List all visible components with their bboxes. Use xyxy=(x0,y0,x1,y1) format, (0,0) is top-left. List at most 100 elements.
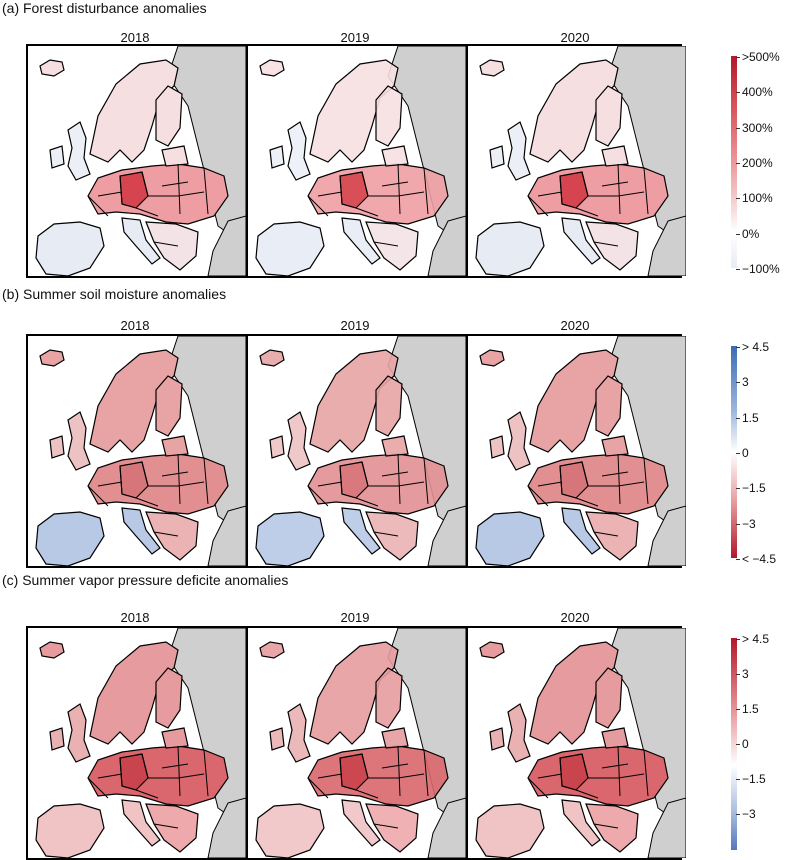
non-study-land xyxy=(427,505,466,566)
country-border xyxy=(339,175,343,205)
country-border xyxy=(203,457,209,505)
region-ireland xyxy=(49,145,65,169)
map-row-c xyxy=(26,626,686,860)
map-a-2019 xyxy=(248,46,466,276)
country-border xyxy=(381,471,409,477)
region-iberia xyxy=(35,803,105,858)
region-italy xyxy=(121,507,161,555)
colorbar-tick: −3 xyxy=(736,807,756,822)
map-c-2019 xyxy=(248,628,466,858)
country-border xyxy=(317,191,343,197)
region-balkan xyxy=(365,511,419,561)
country-border xyxy=(141,753,149,779)
map-separator xyxy=(466,628,468,858)
region-baltic xyxy=(161,435,189,457)
country-border xyxy=(203,167,209,215)
region-finland xyxy=(375,667,403,729)
region-italy xyxy=(341,217,381,265)
country-border xyxy=(368,191,425,197)
colorbar-tick: 0 xyxy=(736,737,749,752)
region-iceland xyxy=(479,349,505,367)
region-italy xyxy=(561,217,601,265)
region-iceland xyxy=(479,641,505,659)
region-balkan xyxy=(585,803,639,853)
colorbar-tick: 3 xyxy=(736,375,749,390)
map-row-b xyxy=(26,334,686,568)
country-border xyxy=(161,181,189,187)
colorbar-tick: > 4.5 xyxy=(735,340,770,354)
country-border xyxy=(575,497,599,507)
country-border xyxy=(87,485,109,507)
map-separator xyxy=(466,46,468,276)
year-label: 2018 xyxy=(120,610,150,625)
region-iberia xyxy=(35,511,105,566)
country-border xyxy=(643,749,649,797)
country-border xyxy=(307,195,329,217)
map-b-2019 xyxy=(248,336,466,566)
non-study-land xyxy=(427,797,466,858)
region-balkan xyxy=(365,221,419,271)
country-border xyxy=(153,823,179,829)
colorbar-b xyxy=(731,346,737,558)
country-border xyxy=(397,745,401,797)
country-border xyxy=(355,789,379,799)
region-iberia xyxy=(255,221,325,276)
non-study-land xyxy=(647,797,686,858)
country-border xyxy=(361,171,369,197)
country-border xyxy=(575,207,599,217)
non-study-land xyxy=(427,215,466,276)
region-baltic xyxy=(601,727,629,749)
region-ireland xyxy=(489,727,505,751)
region-iceland xyxy=(259,641,285,659)
country-border xyxy=(148,773,205,779)
region-iberia xyxy=(475,511,545,566)
region-baltic xyxy=(381,727,409,749)
country-border xyxy=(397,453,401,505)
region-uk xyxy=(67,121,91,181)
country-border xyxy=(355,497,379,507)
year-label: 2019 xyxy=(340,318,370,333)
country-border xyxy=(177,453,181,505)
colorbar-tick: 400% xyxy=(736,85,773,100)
country-border xyxy=(373,241,399,247)
map-a-2018 xyxy=(28,46,246,276)
region-uk xyxy=(67,411,91,471)
country-border xyxy=(87,777,109,799)
region-baltic xyxy=(601,145,629,167)
region-baltic xyxy=(381,435,409,457)
country-border xyxy=(593,823,619,829)
country-border xyxy=(87,195,109,217)
country-border xyxy=(317,773,343,779)
country-border xyxy=(177,163,181,215)
country-border xyxy=(141,461,149,487)
region-ireland xyxy=(269,145,285,169)
region-finland xyxy=(155,375,183,437)
country-border xyxy=(423,167,429,215)
region-uk xyxy=(287,121,311,181)
region-finland xyxy=(375,85,403,147)
colorbar-tick: −1.5 xyxy=(736,772,766,787)
year-label: 2018 xyxy=(120,30,150,45)
region-ireland xyxy=(49,727,65,751)
region-italy xyxy=(121,217,161,265)
colorbar-tick: 0 xyxy=(736,446,749,460)
country-border xyxy=(581,753,589,779)
country-border xyxy=(368,773,425,779)
colorbar-tick: >500% xyxy=(736,50,780,64)
country-border xyxy=(339,757,343,787)
region-uk xyxy=(507,121,531,181)
country-border xyxy=(423,749,429,797)
region-finland xyxy=(595,375,623,437)
region-ireland xyxy=(269,727,285,751)
country-border xyxy=(119,757,123,787)
region-uk xyxy=(507,703,531,763)
europe-map-svg xyxy=(28,336,246,566)
country-border xyxy=(537,191,563,197)
colorbar-tick: −1.5 xyxy=(736,481,766,496)
region-finland xyxy=(155,85,183,147)
country-border xyxy=(355,207,379,217)
region-iceland xyxy=(39,59,65,77)
non-study-land xyxy=(207,505,246,566)
region-finland xyxy=(595,85,623,147)
map-row-a xyxy=(26,44,686,278)
